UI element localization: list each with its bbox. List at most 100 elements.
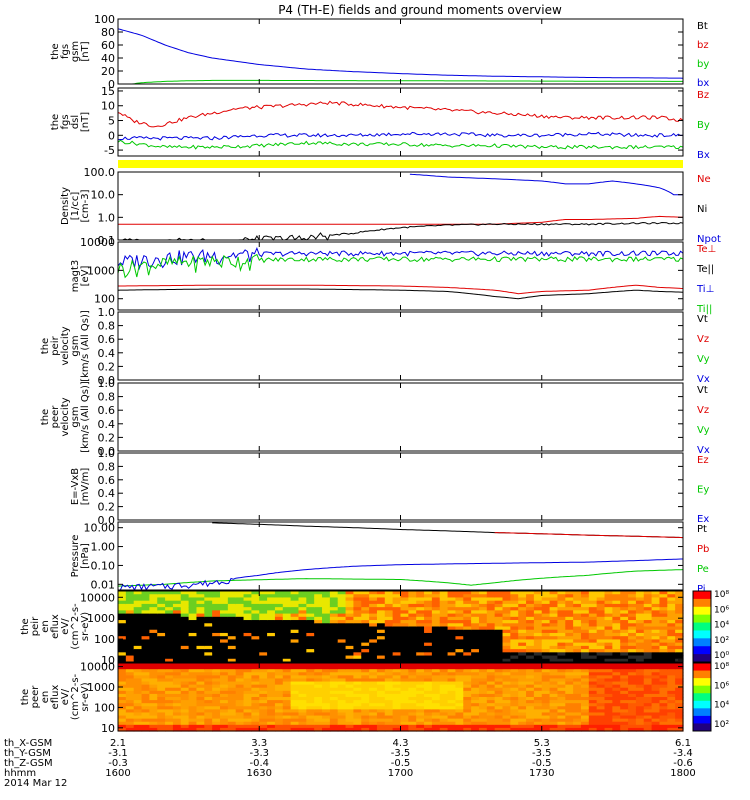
heatmap-cell (141, 681, 150, 686)
heatmap-cell (353, 616, 362, 621)
heatmap-cell (235, 724, 245, 729)
heatmap-cell (274, 678, 284, 683)
y-axis-label-line: magt3 (70, 260, 81, 293)
heatmap-cell (369, 672, 378, 676)
heatmap-cell (290, 626, 300, 631)
heatmap-cell (345, 687, 355, 692)
heatmap-cell (604, 591, 613, 595)
heatmap-cell (267, 642, 276, 647)
heatmap-cell (604, 700, 613, 704)
heatmap-cell (267, 639, 276, 644)
y-axis-label-line: fgs (60, 44, 71, 59)
heatmap-cell (376, 687, 386, 692)
heatmap-cell (392, 669, 402, 673)
heatmap-cell (361, 709, 370, 714)
heatmap-cell (494, 727, 504, 732)
heatmap-cell (353, 712, 362, 717)
heatmap-cell (549, 616, 559, 621)
heatmap-cell (510, 706, 519, 710)
heatmap-cell (400, 649, 409, 653)
heatmap-cell (416, 620, 425, 624)
heatmap-cell (235, 684, 245, 689)
heatmap-cell (384, 594, 394, 599)
heatmap-cell (125, 675, 135, 680)
heatmap-cell (165, 718, 174, 723)
heatmap-cell (251, 655, 260, 660)
colorbar-segment (693, 591, 711, 600)
heatmap-cell (180, 594, 190, 599)
heatmap-cell (526, 684, 535, 689)
heatmap-cell (573, 591, 582, 595)
heatmap-cell (573, 709, 582, 714)
heatmap-cell (180, 629, 190, 634)
heatmap-cell (424, 636, 433, 641)
heatmap-cell (588, 690, 598, 695)
heatmap-cell (635, 616, 645, 621)
heatmap-cell (471, 721, 480, 726)
heatmap-cell (337, 718, 347, 723)
y-tick-label: 0.0 (98, 514, 116, 527)
heatmap-cell (565, 687, 574, 692)
heatmap-cell (314, 626, 323, 631)
heatmap-cell (196, 681, 205, 686)
heatmap-cell (180, 591, 190, 595)
heatmap-cell (376, 678, 386, 683)
heatmap-cell (118, 690, 127, 695)
heatmap-cell (353, 600, 362, 605)
heatmap-cell (125, 690, 135, 695)
heatmap-cell (157, 639, 166, 644)
heatmap-cell (204, 623, 213, 628)
heatmap-cell (518, 709, 527, 714)
heatmap-cell (533, 721, 543, 726)
heatmap-cell (518, 620, 527, 624)
heatmap-cell (314, 721, 323, 726)
heatmap-cell (392, 591, 402, 595)
heatmap-cell (667, 616, 676, 621)
heatmap-cell (259, 594, 268, 599)
heatmap-cell (463, 603, 472, 608)
heatmap-cell (251, 645, 260, 650)
heatmap-cell (628, 669, 637, 673)
heatmap-cell (220, 721, 229, 726)
heatmap-cell (541, 712, 551, 717)
heatmap-cell (172, 678, 182, 683)
heatmap-cell (306, 666, 315, 670)
heatmap-cell (180, 724, 190, 729)
heatmap-cell (157, 693, 166, 698)
heatmap-cell (235, 706, 245, 710)
heatmap-cell (133, 697, 143, 701)
heatmap-cell (588, 600, 598, 605)
heatmap-cell (455, 658, 464, 663)
legend-Vz: Vz (697, 405, 709, 416)
heatmap-cell (322, 709, 331, 714)
heatmap-cell (204, 721, 213, 726)
heatmap-cell (141, 675, 150, 680)
heatmap-cell (298, 607, 307, 611)
heatmap-cell (596, 623, 606, 628)
heatmap-cell (290, 623, 300, 628)
heatmap-cell (651, 675, 661, 680)
heatmap-cell (447, 629, 457, 634)
heatmap-cell (243, 684, 253, 689)
heatmap-cell (133, 669, 143, 673)
heatmap-cell (235, 697, 245, 701)
y-axis-label-line: sr-eV) (80, 612, 91, 641)
heatmap-cell (243, 636, 253, 641)
tick-x_csm: 3.3 (251, 738, 267, 749)
heatmap-cell (643, 636, 653, 641)
heatmap-cell (620, 718, 629, 723)
heatmap-cell (439, 610, 449, 615)
y-axis-label-line: peir (50, 335, 61, 355)
y-tick-label: 1000 (87, 612, 115, 625)
heatmap-cell (667, 697, 676, 701)
legend-Ex: Ex (697, 514, 709, 525)
heatmap-cell (533, 690, 543, 695)
heatmap-cell (227, 639, 237, 644)
heatmap-cell (227, 591, 237, 595)
heatmap-cell (361, 684, 370, 689)
heatmap-cell (526, 721, 535, 726)
heatmap-cell (424, 642, 433, 647)
heatmap-cell (180, 658, 190, 663)
heatmap-cell (353, 652, 362, 657)
heatmap-cell (353, 642, 362, 647)
